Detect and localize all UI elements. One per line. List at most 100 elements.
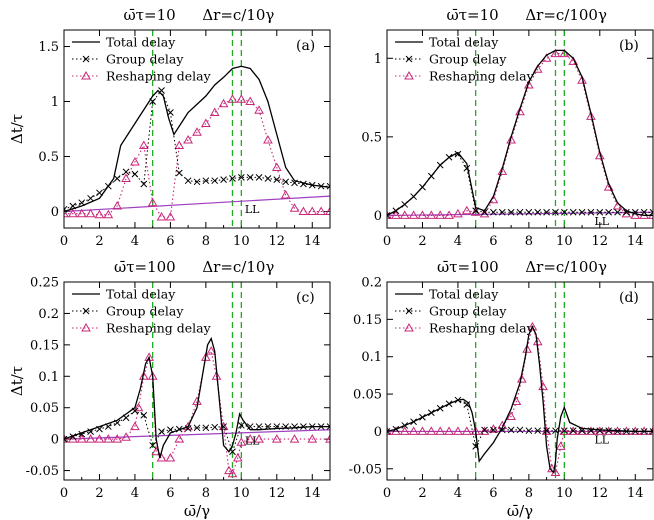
group-point xyxy=(326,423,330,430)
x-tick-label: 6 xyxy=(489,486,497,501)
x-tick-label: 10 xyxy=(556,486,573,501)
x-tick-label: 4 xyxy=(454,234,462,249)
reshaping-point xyxy=(232,452,243,462)
plot-area xyxy=(387,30,653,228)
panel-title-left: ω̄τ=10 xyxy=(447,6,499,24)
group-point xyxy=(516,426,524,434)
group-point xyxy=(614,428,621,435)
reshaping-point xyxy=(76,208,87,218)
group-point xyxy=(202,424,210,432)
reshaping-point xyxy=(586,426,596,435)
y-tick-label: 0 xyxy=(51,205,59,220)
group-point xyxy=(255,423,263,430)
group-point xyxy=(543,208,550,216)
legend-label-reshaping: Reshaping delay xyxy=(106,321,212,336)
legend-label-group: Group delay xyxy=(106,304,184,319)
group-point xyxy=(649,428,653,435)
group-point xyxy=(273,176,281,183)
x-axis-label: ω̄/γ xyxy=(507,502,533,520)
group-point xyxy=(237,421,245,429)
group-point xyxy=(498,208,506,216)
reshaping-point xyxy=(94,209,105,219)
group-point xyxy=(649,208,653,216)
group-point xyxy=(140,180,148,188)
x-tick-label: 4 xyxy=(454,486,462,501)
reshaping-point xyxy=(586,111,596,120)
x-tick-label: 4 xyxy=(131,486,139,501)
reshaping-point xyxy=(527,321,538,331)
reshaping-point xyxy=(444,210,454,219)
reshaping-point xyxy=(453,208,463,218)
y-tick-label: 0.05 xyxy=(353,388,382,403)
legend-label-group: Group delay xyxy=(429,52,507,67)
group-point xyxy=(516,208,524,216)
group-point xyxy=(229,175,236,182)
x-tick-label: 8 xyxy=(202,234,210,249)
legend-marker-group xyxy=(405,307,413,315)
ll-label: LL xyxy=(594,433,609,446)
panel-title-left: ω̄τ=100 xyxy=(114,258,176,276)
y-tick-label: -0.05 xyxy=(349,462,382,477)
reshaping-point xyxy=(245,434,256,443)
group-point xyxy=(578,208,586,216)
panel-title-left: ω̄τ=10 xyxy=(124,6,176,24)
reshaping-point xyxy=(192,127,202,136)
group-point xyxy=(149,442,157,449)
group-point xyxy=(640,208,648,216)
x-tick-label: 14 xyxy=(304,486,321,501)
reshaping-point xyxy=(453,426,463,435)
x-tick-label: 14 xyxy=(304,234,321,249)
panel-0: ω̄τ=10 Δr=c/10γ 0 2 4 6 8 10 12 14 0 0.5 1 1.5 LL (a) To… xyxy=(8,6,331,249)
x-tick-label: 8 xyxy=(525,234,533,249)
group-point xyxy=(525,208,533,216)
reshaping-point xyxy=(130,421,140,431)
group-point xyxy=(490,426,497,434)
legend-label-reshaping: Reshaping delay xyxy=(429,69,535,84)
reshaping-point xyxy=(559,426,570,435)
reshaping-point xyxy=(263,134,273,144)
reshaping-point xyxy=(515,106,525,116)
y-tick-label: 1.5 xyxy=(38,40,59,55)
reshaping-point xyxy=(174,434,185,443)
reshaping-point xyxy=(76,434,87,443)
group-point xyxy=(193,178,201,186)
x-tick-label: 12 xyxy=(269,486,286,501)
x-tick-label: 2 xyxy=(95,486,103,501)
group-point xyxy=(175,169,183,177)
reshaping-point xyxy=(408,210,419,219)
plot-frame xyxy=(63,29,331,229)
group-point xyxy=(490,208,497,216)
reshaping-point xyxy=(307,206,318,215)
group-point xyxy=(237,174,245,181)
plot-frame xyxy=(386,281,654,481)
x-tick-label: 2 xyxy=(418,486,426,501)
x-tick-label: 0 xyxy=(383,486,391,501)
series-reshaping-line xyxy=(387,324,653,474)
reshaping-point xyxy=(165,211,176,221)
ll-line xyxy=(64,195,330,213)
reshaping-point xyxy=(192,396,202,405)
reshaping-point xyxy=(271,434,282,443)
panel-title-right: Δr=c/100γ xyxy=(525,6,607,24)
panel-title-right: Δr=c/10γ xyxy=(202,6,274,24)
group-point xyxy=(596,427,604,435)
group-point xyxy=(211,177,219,185)
group-point xyxy=(507,208,515,216)
legend-label-group: Group delay xyxy=(106,52,184,67)
reshaping-point xyxy=(594,426,605,435)
reshaping-point xyxy=(603,182,614,191)
reshaping-point xyxy=(408,426,419,435)
y-tick-label: 0 xyxy=(374,209,382,224)
panel-title-left: ω̄τ=100 xyxy=(437,258,499,276)
ll-label: LL xyxy=(245,435,260,448)
group-point xyxy=(507,426,515,434)
reshaping-point xyxy=(298,206,309,215)
reshaping-point xyxy=(271,162,282,171)
reshaping-point xyxy=(426,210,437,219)
x-tick-label: 6 xyxy=(166,234,174,249)
group-point xyxy=(552,208,559,216)
reshaping-point xyxy=(479,208,490,218)
reshaping-point xyxy=(417,426,428,435)
panel-title-right: Δr=c/10γ xyxy=(202,258,274,276)
